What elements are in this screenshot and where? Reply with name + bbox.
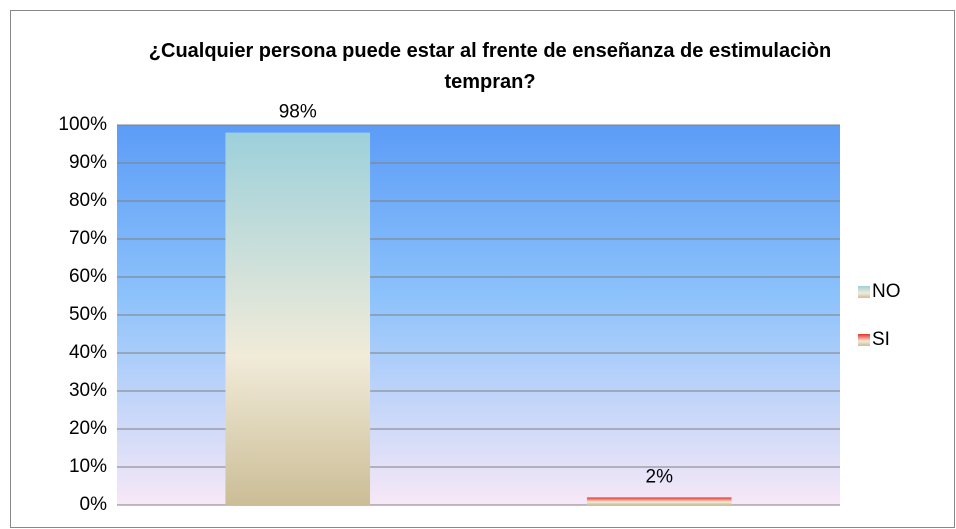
- y-tick-label: 40%: [69, 342, 107, 363]
- legend-label: NO: [872, 281, 901, 302]
- legend-swatch: [858, 334, 870, 346]
- y-tick-label: 90%: [69, 152, 107, 173]
- y-tick-label: 80%: [69, 190, 107, 211]
- y-tick-label: 100%: [58, 114, 107, 135]
- value-label: 98%: [279, 102, 317, 123]
- legend-label: SI: [872, 329, 890, 350]
- y-tick-label: 70%: [69, 228, 107, 249]
- y-tick-label: 0%: [80, 494, 108, 515]
- bar: [225, 132, 371, 505]
- legend-swatch: [858, 286, 870, 298]
- y-tick-label: 10%: [69, 456, 107, 477]
- bar: [586, 497, 732, 505]
- y-tick-label: 50%: [69, 304, 107, 325]
- value-label: 2%: [646, 466, 674, 487]
- y-tick-label: 60%: [69, 266, 107, 287]
- y-tick-label: 20%: [69, 418, 107, 439]
- y-tick-label: 30%: [69, 380, 107, 401]
- chart-title: ¿Cualquier persona puede estar al frente…: [148, 40, 832, 93]
